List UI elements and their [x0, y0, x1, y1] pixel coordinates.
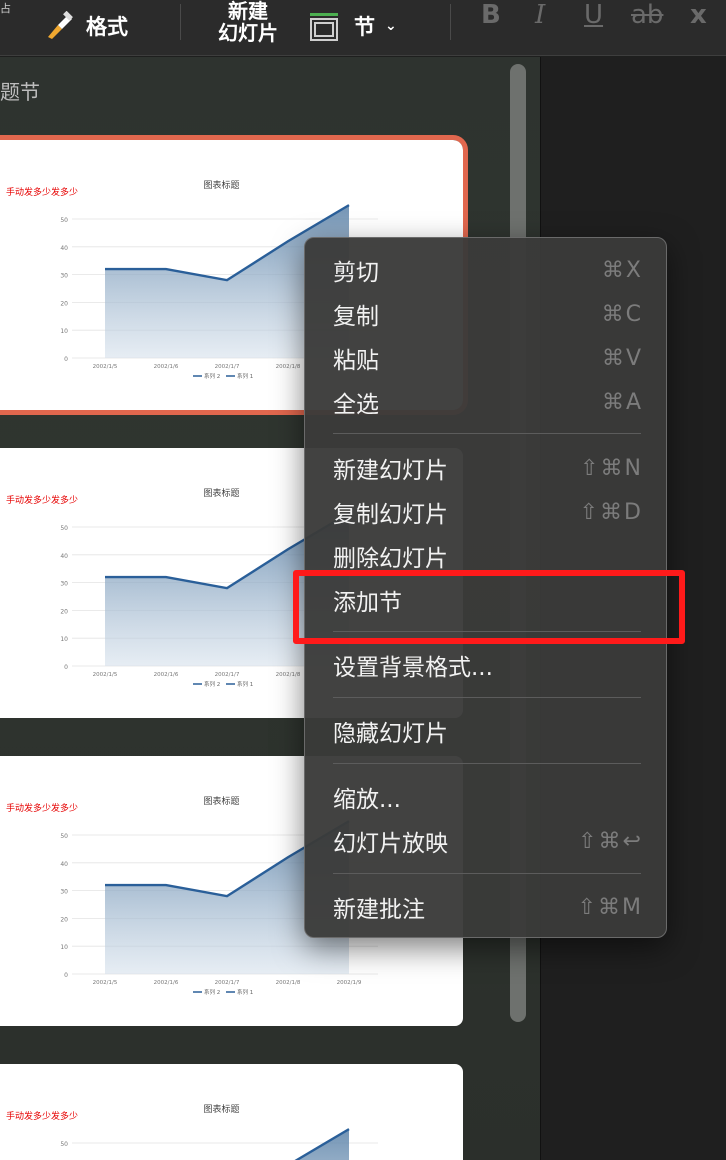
paste-shortcut: ⌘V: [602, 346, 643, 371]
annotation-highlight-box: [293, 570, 685, 644]
legend-label: 系列 1: [237, 680, 253, 688]
x-tick-label: 2002/1/5: [93, 980, 118, 986]
y-tick-label: 10: [60, 944, 68, 951]
menu-item-paste[interactable]: 粘贴 ⌘V: [333, 338, 643, 378]
section-icon: [308, 10, 340, 42]
y-tick-label: 10: [60, 328, 68, 335]
x-tick-label: 2002/1/7: [215, 980, 240, 986]
toolbar-corner-glyph: 占: [0, 0, 11, 16]
area-series-fill: [105, 1129, 349, 1160]
chart-svg: 010203040502002/1/52002/1/62002/1/72002/…: [0, 1064, 463, 1160]
format-button[interactable]: 格式: [44, 8, 128, 44]
y-tick-label: 20: [60, 916, 68, 923]
format-painter-icon: [44, 11, 76, 41]
y-tick-label: 0: [64, 664, 68, 671]
y-tick-label: 50: [60, 217, 68, 224]
slide-thumbnail[interactable]: 手动发多少发多少 图表标题 010203040502002/1/52002/1/62…: [0, 1064, 463, 1160]
y-tick-label: 10: [60, 636, 68, 643]
copy-shortcut: ⌘C: [602, 302, 643, 327]
new-slide-label-line1: 新建: [228, 0, 268, 22]
menu-item-zoom[interactable]: 缩放...: [333, 777, 643, 817]
menu-item-select-all[interactable]: 全选 ⌘A: [333, 382, 643, 422]
legend-label: 系列 1: [237, 372, 253, 380]
cut-shortcut: ⌘X: [602, 258, 643, 283]
toolbar: 占 格式 新建 幻灯片 节 ⌄ B I U ab x: [0, 0, 726, 56]
x-tick-label: 2002/1/5: [93, 672, 118, 678]
menu-item-hide-slide[interactable]: 隐藏幻灯片: [333, 711, 643, 751]
section-title: 题节: [0, 76, 40, 105]
legend-label: 系列 2: [204, 372, 220, 380]
menu-item-copy[interactable]: 复制 ⌘C: [333, 294, 643, 334]
x-tick-label: 2002/1/8: [276, 364, 301, 370]
format-label: 格式: [86, 11, 128, 41]
x-tick-label: 2002/1/6: [154, 364, 179, 370]
y-tick-label: 30: [60, 581, 68, 588]
y-tick-label: 50: [60, 1141, 68, 1148]
menu-item-new-slide[interactable]: 新建幻灯片 ⇧⌘N: [333, 448, 643, 488]
y-tick-label: 40: [60, 861, 68, 868]
x-tick-label: 2002/1/7: [215, 364, 240, 370]
x-tick-label: 2002/1/6: [154, 672, 179, 678]
x-tick-label: 2002/1/6: [154, 980, 179, 986]
y-tick-label: 0: [64, 356, 68, 363]
x-tick-label: 2002/1/8: [276, 980, 301, 986]
legend-label: 系列 2: [204, 680, 220, 688]
menu-divider: [333, 697, 641, 698]
y-tick-label: 50: [60, 833, 68, 840]
new-slide-label-line2: 幻灯片: [218, 22, 278, 44]
x-tick-label: 2002/1/9: [337, 980, 362, 986]
y-tick-label: 0: [64, 972, 68, 979]
y-tick-label: 40: [60, 553, 68, 560]
toolbar-separator: [450, 4, 451, 40]
y-tick-label: 20: [60, 300, 68, 307]
menu-item-new-comment[interactable]: 新建批注 ⇧⌘M: [333, 887, 643, 927]
chevron-down-icon: ⌄: [385, 18, 397, 34]
y-tick-label: 30: [60, 889, 68, 896]
menu-divider: [333, 433, 641, 434]
legend-label: 系列 2: [204, 988, 220, 996]
select-all-shortcut: ⌘A: [602, 390, 643, 415]
menu-item-slideshow[interactable]: 幻灯片放映 ⇧⌘↩: [333, 821, 643, 861]
slideshow-shortcut: ⇧⌘↩: [578, 829, 643, 854]
new-comment-shortcut: ⇧⌘M: [578, 895, 643, 920]
menu-item-format-background[interactable]: 设置背景格式...: [333, 645, 643, 685]
y-tick-label: 50: [60, 525, 68, 532]
x-tick-label: 2002/1/7: [215, 672, 240, 678]
legend-label: 系列 1: [237, 988, 253, 996]
strikethrough-button[interactable]: ab: [631, 0, 663, 30]
new-slide-button[interactable]: 新建 幻灯片: [216, 0, 280, 44]
menu-divider: [333, 763, 641, 764]
duplicate-slide-shortcut: ⇧⌘D: [580, 500, 643, 525]
y-tick-label: 40: [60, 245, 68, 252]
x-tick-label: 2002/1/5: [93, 364, 118, 370]
superscript-button[interactable]: x: [690, 0, 707, 30]
bold-button[interactable]: B: [481, 0, 501, 30]
new-slide-shortcut: ⇧⌘N: [580, 456, 643, 481]
italic-button[interactable]: I: [535, 0, 545, 30]
menu-item-duplicate-slide[interactable]: 复制幻灯片 ⇧⌘D: [333, 492, 643, 532]
underline-button[interactable]: U: [584, 0, 603, 30]
y-tick-label: 30: [60, 273, 68, 280]
x-tick-label: 2002/1/8: [276, 672, 301, 678]
y-tick-label: 20: [60, 608, 68, 615]
section-label: 节: [354, 11, 375, 41]
menu-item-cut[interactable]: 剪切 ⌘X: [333, 250, 643, 290]
toolbar-separator: [180, 4, 181, 40]
menu-divider: [333, 873, 641, 874]
section-button[interactable]: 节 ⌄: [308, 8, 397, 44]
